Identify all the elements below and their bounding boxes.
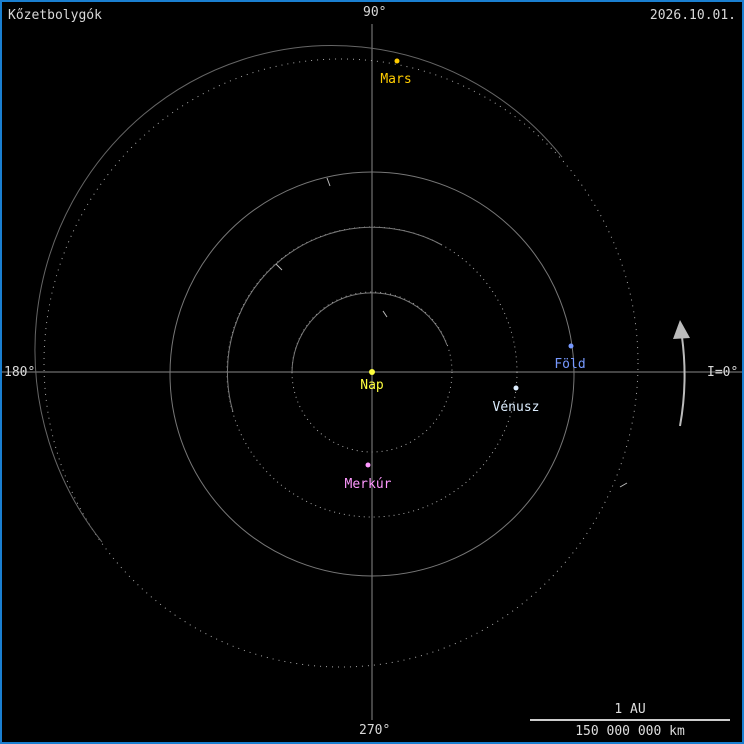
diagram-title: Kőzetbolygók [8,8,102,23]
venus-label: Vénusz [492,400,540,415]
venus-orbit [226,226,443,413]
axis-label-90: 90° [363,5,387,20]
axis-label-270: 270° [359,723,391,738]
scale-label: 1 AU [614,702,646,717]
axis-label-180: 180° [4,365,36,380]
sun-label: Nap [360,378,384,393]
mars-dot[interactable] [394,58,400,64]
sun-dot[interactable] [369,369,375,375]
date-label: 2026.10.01. [649,8,736,23]
earth-orbit [169,171,575,577]
mercury-orbit [291,292,448,373]
mars-label: Mars [380,72,412,87]
mars-orbit-dotted [43,58,639,668]
counterclockwise-arrow-icon [673,320,690,427]
earth-dot[interactable] [568,343,574,349]
earth-label: Föld [554,357,586,372]
venus-dot[interactable] [513,385,519,391]
scale-distance: 150 000 000 km [575,724,685,739]
orbit-ticks [275,177,628,488]
mars-orbit [34,44,563,543]
mercury-dot[interactable] [365,462,371,468]
mercury-label: Merkúr [344,477,392,492]
axis-label-0: I=0° [707,365,739,380]
